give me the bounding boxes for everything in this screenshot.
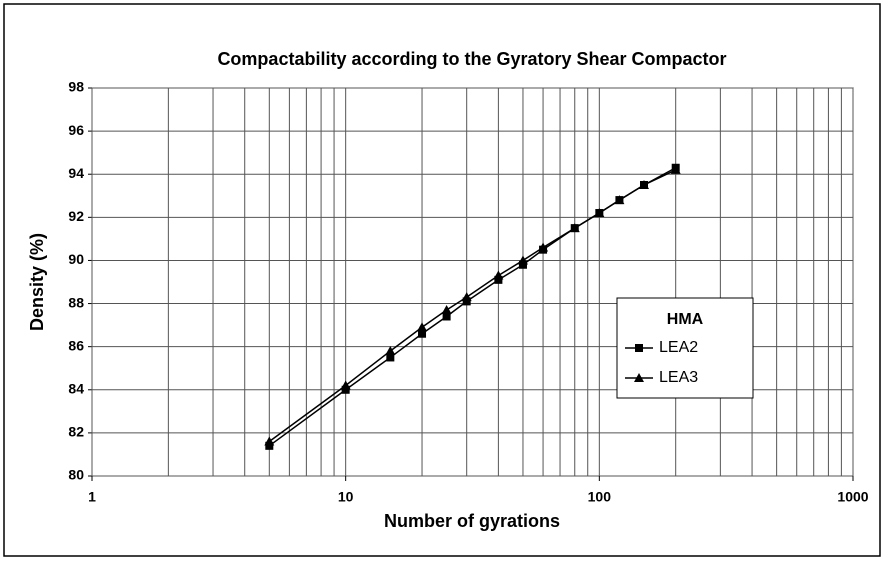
marker	[494, 275, 503, 284]
y-tick-label: 80	[68, 467, 84, 483]
plot-area	[91, 87, 854, 477]
y-tick-label: 88	[68, 294, 84, 310]
y-axis-label: Density (%)	[27, 233, 47, 331]
marker	[441, 305, 452, 315]
chart-title: Compactability according to the Gyratory…	[217, 49, 726, 69]
marker	[442, 312, 451, 321]
y-tick-label: 84	[68, 380, 84, 396]
marker	[462, 297, 471, 306]
marker	[538, 242, 549, 252]
x-tick-label: 10	[338, 489, 354, 505]
x-tick-label: 1000	[837, 489, 868, 505]
marker	[670, 164, 681, 174]
marker	[518, 260, 527, 269]
x-tick-label: 1	[88, 489, 96, 505]
marker	[569, 223, 580, 233]
legend-title: HMA	[667, 311, 704, 328]
x-tick-label: 100	[588, 489, 612, 505]
marker	[417, 322, 428, 332]
marker	[493, 270, 504, 280]
legend-label: LEA3	[659, 369, 698, 386]
y-tick-label: 82	[68, 424, 84, 440]
marker	[418, 329, 427, 338]
x-axis-label: Number of gyrations	[384, 511, 560, 531]
legend-label: LEA2	[659, 339, 698, 356]
legend-marker	[635, 344, 643, 352]
marker	[594, 208, 605, 218]
y-tick-label: 86	[68, 337, 84, 353]
marker	[639, 180, 650, 189]
marker	[265, 441, 274, 450]
legend: HMA LEA2 LEA3	[616, 297, 754, 399]
y-tick-label: 92	[68, 208, 84, 224]
marker	[264, 436, 275, 446]
legend-marker	[634, 373, 644, 382]
marker	[385, 345, 396, 355]
marker	[517, 255, 528, 265]
y-tick-label: 90	[68, 251, 84, 267]
marker	[614, 195, 625, 205]
y-tick-label: 98	[68, 79, 84, 95]
marker	[386, 353, 395, 362]
y-tick-label: 94	[68, 165, 84, 181]
marker	[340, 380, 351, 390]
marker	[461, 292, 472, 302]
marker	[341, 385, 350, 394]
y-tick-label: 96	[68, 122, 84, 138]
